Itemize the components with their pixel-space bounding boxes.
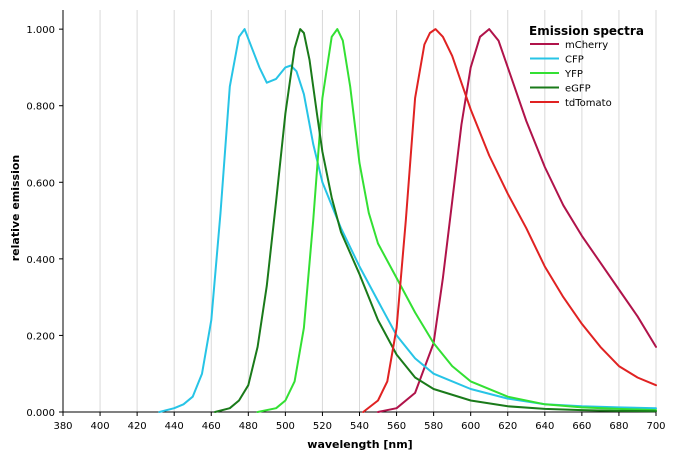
y-axis-title: relative emission bbox=[9, 155, 22, 262]
series-layer bbox=[158, 28, 657, 413]
y-tick-label: 0.600 bbox=[26, 178, 55, 189]
x-tick-label: 580 bbox=[424, 421, 443, 432]
series-line-egfp bbox=[214, 28, 657, 413]
legend-label-cfp: CFP bbox=[565, 55, 584, 66]
x-tick-label: 460 bbox=[202, 421, 221, 432]
y-tick-label: 0.200 bbox=[26, 331, 55, 342]
series-line-tdtomato bbox=[362, 28, 657, 413]
x-tick-label: 560 bbox=[387, 421, 406, 432]
x-tick-label: 520 bbox=[313, 421, 332, 432]
x-tick-label: 420 bbox=[128, 421, 147, 432]
series-line-cfp bbox=[158, 28, 657, 413]
x-tick-label: 640 bbox=[535, 421, 554, 432]
y-tick-label: 0.000 bbox=[26, 408, 55, 419]
x-tick-label: 600 bbox=[461, 421, 480, 432]
legend-title: Emission spectra bbox=[529, 24, 644, 38]
x-tick-label: 380 bbox=[53, 421, 72, 432]
x-tick-label: 680 bbox=[609, 421, 628, 432]
series-line-yfp bbox=[256, 28, 657, 413]
legend-label-mcherry: mCherry bbox=[565, 40, 608, 51]
legend-label-yfp: YFP bbox=[564, 69, 583, 80]
y-tick-label: 1.000 bbox=[26, 25, 55, 36]
legend: Emission spectra mCherry CFP YFP eGFP tdToma… bbox=[529, 24, 644, 109]
grid-layer bbox=[99, 10, 657, 412]
y-tick-label: 0.800 bbox=[26, 102, 55, 113]
x-axis-title: wavelength [nm] bbox=[307, 438, 412, 451]
x-tick-label: 660 bbox=[572, 421, 591, 432]
x-tick-label: 480 bbox=[239, 421, 258, 432]
x-tick-label: 500 bbox=[276, 421, 295, 432]
legend-entries: mCherry CFP YFP eGFP tdTomato bbox=[530, 40, 612, 109]
x-tick-label: 400 bbox=[91, 421, 110, 432]
series-line-mcherry bbox=[377, 28, 657, 413]
legend-label-tdtomato: tdTomato bbox=[565, 98, 612, 109]
ticks-layer: 380 400 420 440 460 480 500 520 540 560 580 600 620 6… bbox=[26, 25, 665, 432]
x-tick-label: 440 bbox=[165, 421, 184, 432]
legend-label-egfp: eGFP bbox=[565, 84, 591, 95]
x-tick-label: 620 bbox=[498, 421, 517, 432]
x-tick-label: 700 bbox=[646, 421, 665, 432]
x-tick-label: 540 bbox=[350, 421, 369, 432]
y-tick-label: 0.400 bbox=[26, 255, 55, 266]
